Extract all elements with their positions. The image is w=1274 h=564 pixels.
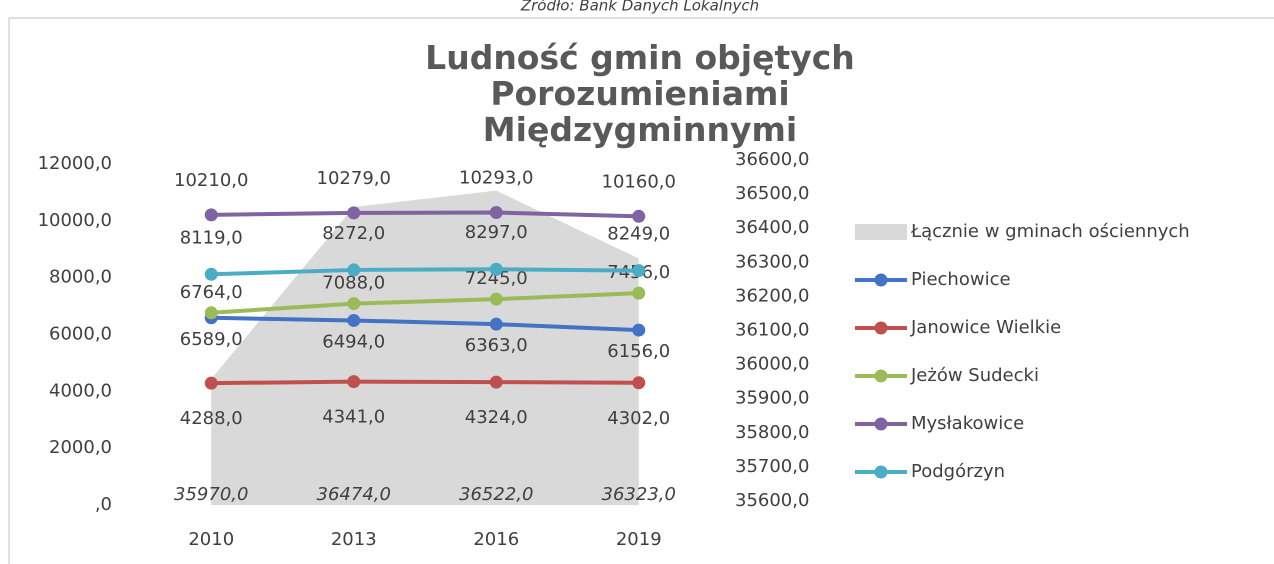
data-label: 10293,0 — [459, 168, 533, 189]
data-label: 10279,0 — [317, 168, 391, 189]
legend-swatch — [874, 417, 888, 431]
legend-swatch — [874, 273, 888, 287]
y2-tick-label: 35800,0 — [735, 422, 809, 443]
y2-tick-label: 36200,0 — [735, 285, 809, 306]
marker — [632, 286, 646, 300]
y2-tick-label: 35700,0 — [735, 456, 809, 477]
marker — [204, 267, 218, 281]
marker — [347, 297, 361, 311]
y2-tick-label: 36300,0 — [735, 251, 809, 272]
data-label: 10210,0 — [174, 170, 248, 191]
data-label: 6156,0 — [607, 341, 670, 362]
legend-label: Mysłakowice — [911, 413, 1024, 434]
data-label: 4341,0 — [322, 407, 385, 428]
line — [211, 291, 639, 315]
legend-swatch — [855, 224, 907, 240]
y2-tick-label: 36000,0 — [735, 354, 809, 375]
data-label: 36474,0 — [317, 484, 391, 505]
marker — [204, 306, 218, 320]
legend-swatch — [874, 321, 888, 335]
marker — [632, 376, 646, 390]
chart-title: Ludność gmin objętych Porozumieniami Mię… — [425, 38, 855, 149]
data-label: 8119,0 — [180, 227, 243, 248]
data-label: 8249,0 — [607, 224, 670, 245]
y-tick-label: 10000,0 — [38, 210, 112, 231]
y-tick-label: ,0 — [95, 494, 112, 515]
marker — [204, 208, 218, 222]
legend-label: Łącznie w gminach ościennych — [910, 221, 1190, 242]
legend-label: Piechowice — [911, 269, 1011, 290]
y-tick-label: 2000,0 — [49, 437, 112, 458]
data-label: 6764,0 — [180, 282, 243, 303]
data-label: 4302,0 — [607, 408, 670, 429]
marker — [204, 376, 218, 390]
data-label: 36522,0 — [459, 484, 533, 505]
line — [211, 379, 639, 386]
data-label: 7088,0 — [322, 273, 385, 294]
marker — [347, 206, 361, 220]
data-label: 36323,0 — [602, 484, 676, 505]
x-tick-label: 2016 — [473, 529, 519, 550]
legend-label: Podgórzyn — [911, 461, 1005, 482]
y-tick-label: 12000,0 — [38, 153, 112, 174]
data-label: 6589,0 — [180, 329, 243, 350]
x-tick-label: 2010 — [188, 529, 234, 550]
legend-label: Janowice Wielkie — [910, 317, 1061, 338]
y2-tick-label: 36600,0 — [735, 149, 809, 170]
data-label: 4324,0 — [465, 407, 528, 428]
area — [211, 190, 639, 505]
y2-tick-label: 35900,0 — [735, 388, 809, 409]
marker — [632, 209, 646, 223]
legend-label: Jeżów Sudecki — [910, 365, 1039, 386]
data-label: 4288,0 — [180, 408, 243, 429]
data-label: 10160,0 — [602, 171, 676, 192]
y2-tick-label: 36400,0 — [735, 217, 809, 238]
data-label: 8297,0 — [465, 222, 528, 243]
y-tick-label: 8000,0 — [49, 267, 112, 288]
legend-swatch — [874, 369, 888, 383]
line — [211, 210, 639, 219]
source: Źródło: Bank Danych Lokalnych — [520, 0, 759, 15]
x-tick-label: 2019 — [616, 529, 662, 550]
y2-tick-label: 35600,0 — [735, 490, 809, 511]
y2-tick-label: 36500,0 — [735, 183, 809, 204]
marker — [632, 323, 646, 337]
line — [211, 267, 639, 277]
y2-tick-label: 36100,0 — [735, 320, 809, 341]
marker — [489, 375, 503, 389]
marker — [489, 262, 503, 276]
marker — [632, 264, 646, 278]
marker — [489, 206, 503, 220]
data-label: 7245,0 — [465, 268, 528, 289]
data-label: 35970,0 — [174, 484, 248, 505]
y-tick-label: 4000,0 — [49, 380, 112, 401]
data-label: 8272,0 — [322, 223, 385, 244]
marker — [347, 375, 361, 389]
marker — [489, 317, 503, 331]
x-tick-label: 2013 — [331, 529, 377, 550]
marker — [347, 263, 361, 277]
data-label: 6363,0 — [465, 335, 528, 356]
y-tick-label: 6000,0 — [49, 324, 112, 345]
legend-swatch — [874, 465, 888, 479]
marker — [347, 313, 361, 327]
data-label: 6494,0 — [322, 331, 385, 352]
line — [211, 315, 639, 333]
marker — [489, 292, 503, 306]
